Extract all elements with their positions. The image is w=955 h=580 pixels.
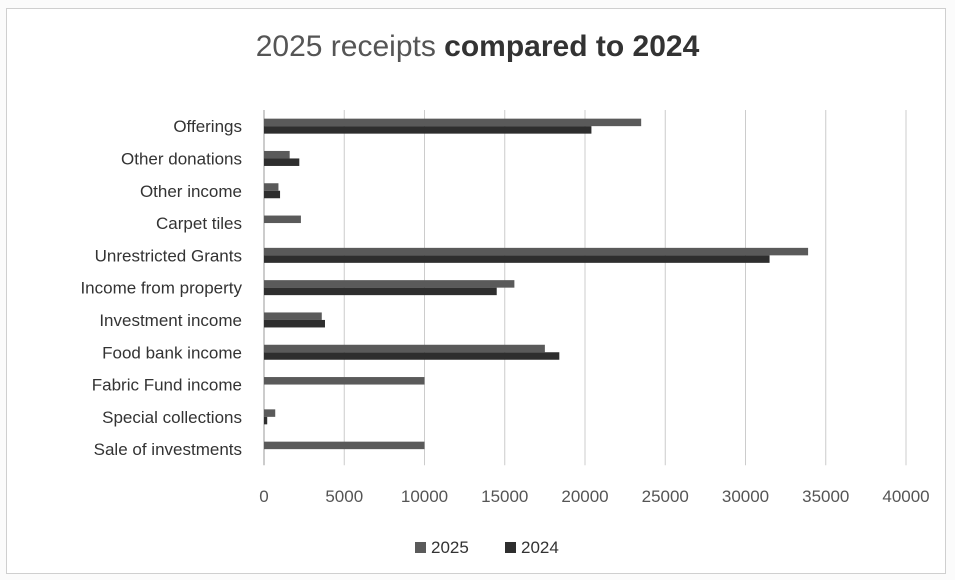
category-label: Other income xyxy=(140,182,242,201)
category-label: Income from property xyxy=(80,279,242,298)
category-label: Other donations xyxy=(121,149,242,168)
chart-title-part-2: compared to 2024 xyxy=(444,30,700,63)
bar-2024 xyxy=(264,319,325,328)
category-label: Special collections xyxy=(102,408,242,427)
x-tick-label: 25000 xyxy=(642,487,689,506)
category-label: Investment income xyxy=(99,311,242,330)
category-label: Food bank income xyxy=(102,343,242,362)
bar-2024 xyxy=(264,352,560,360)
bar-2025 xyxy=(264,247,809,256)
legend-label: 2024 xyxy=(521,538,559,557)
bar-2025 xyxy=(264,215,301,224)
bar-2025 xyxy=(264,150,290,159)
x-tick-label: 5000 xyxy=(325,487,363,506)
x-tick-label: 30000 xyxy=(722,487,769,506)
legend-swatch xyxy=(505,542,516,553)
bar-2024 xyxy=(264,126,592,134)
x-tick-label: 10000 xyxy=(401,487,448,506)
chart-title: 2025 receipts compared to 2024 xyxy=(0,30,955,64)
legend: 2025 2024 xyxy=(415,538,559,557)
legend-swatch xyxy=(415,542,426,553)
bar-2024 xyxy=(264,416,268,425)
category-label: Sale of investments xyxy=(94,440,242,459)
bar-2025 xyxy=(264,312,322,320)
bar-2025 xyxy=(264,441,425,450)
category-label: Fabric Fund income xyxy=(92,376,242,395)
x-tick-label: 20000 xyxy=(561,487,608,506)
x-tick-label: 15000 xyxy=(481,487,528,506)
bar-2025 xyxy=(264,377,425,385)
category-labels: Offerings Other donations Other income Carp… xyxy=(80,117,242,459)
bar-2024 xyxy=(264,287,497,296)
bar-2024 xyxy=(264,190,281,199)
category-label: Carpet tiles xyxy=(156,214,242,233)
bar-2025 xyxy=(264,344,545,353)
bar-2025 xyxy=(264,280,515,288)
bar-2025 xyxy=(264,183,279,191)
chart-title-part-1: 2025 receipts xyxy=(255,30,445,63)
x-tick-label: 35000 xyxy=(802,487,849,506)
bar-2024 xyxy=(264,255,770,263)
bars xyxy=(264,118,809,450)
bar-2024 xyxy=(264,158,300,166)
x-tick-labels: 0 5000 10000 15000 20000 25000 30000 35000 40000 xyxy=(259,487,929,506)
legend-label: 2025 xyxy=(431,538,469,557)
bar-2025 xyxy=(264,409,276,417)
x-tick-label: 0 xyxy=(259,487,268,506)
x-tick-label: 40000 xyxy=(882,487,929,506)
category-label: Unrestricted Grants xyxy=(95,246,242,265)
bar-2025 xyxy=(264,118,642,127)
category-label: Offerings xyxy=(173,117,242,136)
